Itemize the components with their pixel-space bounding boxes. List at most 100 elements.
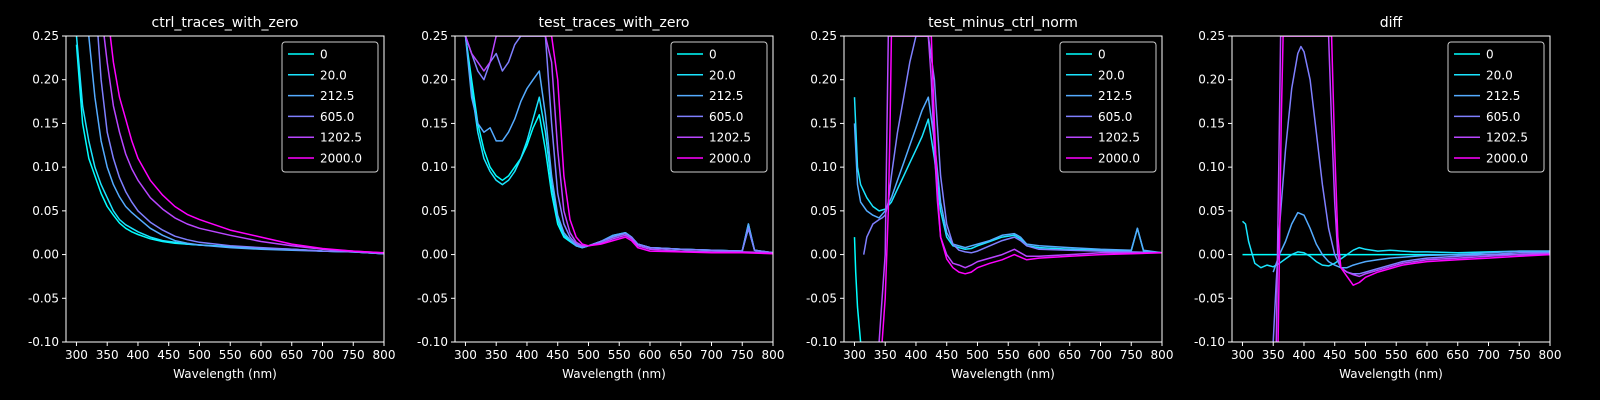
y-tick-label: 0.05 (810, 204, 837, 218)
legend-label-3: 212.5 (1486, 89, 1520, 103)
x-tick-label: 350 (485, 348, 508, 362)
series-line-6 (881, 36, 1162, 342)
legend-label-2: 20.0 (1098, 68, 1125, 82)
x-tick-label: 550 (608, 348, 631, 362)
x-tick-label: 400 (127, 348, 150, 362)
x-tick-label: 500 (577, 348, 600, 362)
y-tick-label: 0.15 (1198, 116, 1225, 130)
series-line-5 (878, 36, 1162, 342)
legend-label-6: 2000.0 (320, 152, 362, 166)
chart-panel-2: test_traces_with_zero 300 350 400 450 500 550 6… (417, 15, 785, 381)
series-group (853, 36, 1162, 342)
axes-frame (65, 35, 385, 343)
chart-panel-1: ctrl_traces_with_zero 300 350 400 450 500 550 6… (28, 15, 396, 381)
y-tick-label: 0.25 (810, 29, 837, 43)
series-line-6 (1277, 36, 1550, 342)
x-tick-label: 750 (1508, 348, 1531, 362)
x-tick-label: 400 (516, 348, 539, 362)
series-line-3 (853, 96, 1162, 254)
x-tick-label: 500 (1354, 348, 1377, 362)
x-tick-label: 550 (219, 348, 242, 362)
legend-label-5: 1202.5 (1486, 131, 1528, 145)
x-tick-label: 700 (1477, 348, 1500, 362)
x-tick-label: 350 (96, 348, 119, 362)
x-tick-label: 450 (546, 348, 569, 362)
series-line-6 (545, 36, 773, 255)
y-tick-label: 0.20 (421, 73, 448, 87)
axes-frame (1231, 35, 1551, 343)
x-tick-label: 650 (1058, 348, 1081, 362)
y-tick-label: -0.10 (806, 335, 837, 349)
x-tick-label: 450 (157, 348, 180, 362)
x-tick-label: 300 (1231, 348, 1254, 362)
legend: 0 20.0 212.5 605.0 1202.5 2000.0 (281, 41, 379, 173)
y-tick-label: 0.05 (421, 204, 448, 218)
y-tick-label: -0.05 (1194, 291, 1225, 305)
legend-label-3: 212.5 (1098, 89, 1132, 103)
legend-label-4: 605.0 (1486, 110, 1520, 124)
x-tick-label: 700 (1089, 348, 1112, 362)
chart-title: ctrl_traces_with_zero (152, 15, 299, 31)
axes-frame (454, 35, 774, 343)
legend-label-5: 1202.5 (709, 131, 751, 145)
legend: 0 20.0 212.5 605.0 1202.5 2000.0 (670, 41, 768, 173)
legend-label-2: 20.0 (1486, 68, 1513, 82)
x-tick-label: 650 (1446, 348, 1469, 362)
legend-label-3: 212.5 (709, 89, 743, 103)
x-tick-label: 600 (639, 348, 662, 362)
x-tick-label: 600 (1028, 348, 1051, 362)
chart-title: test_minus_ctrl_norm (928, 15, 1078, 31)
chart-title: test_traces_with_zero (539, 15, 690, 31)
y-tick-label: -0.10 (1194, 335, 1225, 349)
series-group (1241, 36, 1550, 342)
x-tick-label: 700 (700, 348, 723, 362)
series-line-6 (109, 36, 384, 254)
y-tick-label: 0.25 (32, 29, 59, 43)
series-line-1 (853, 237, 862, 342)
y-tick-label: -0.10 (417, 335, 448, 349)
x-tick-label: 550 (997, 348, 1020, 362)
x-tick-label: 800 (1151, 348, 1174, 362)
y-tick-label: 0.10 (32, 160, 59, 174)
legend-label-6: 2000.0 (709, 152, 751, 166)
y-tick-label: -0.05 (417, 291, 448, 305)
y-tick-label: 0.20 (1198, 73, 1225, 87)
x-tick-label: 450 (1323, 348, 1346, 362)
x-tick-label: 700 (311, 348, 334, 362)
x-tick-label: 400 (905, 348, 928, 362)
series-line-4 (97, 36, 384, 255)
x-tick-label: 300 (454, 348, 477, 362)
legend-label-3: 212.5 (320, 89, 354, 103)
y-tick-label: 0.15 (32, 116, 59, 130)
y-tick-label: -0.10 (28, 335, 59, 349)
legend-label-4: 605.0 (709, 110, 743, 124)
x-axis-label: Wavelength (nm) (951, 367, 1055, 381)
x-tick-label: 800 (1539, 348, 1562, 362)
series-line-3 (1272, 211, 1550, 273)
series-line-2 (853, 97, 1162, 254)
y-tick-label: 0.10 (810, 160, 837, 174)
y-tick-label: 0.15 (810, 116, 837, 130)
legend-label-1: 0 (1486, 48, 1494, 62)
x-tick-label: 400 (1293, 348, 1316, 362)
legend-label-2: 20.0 (709, 68, 736, 82)
legend-label-6: 2000.0 (1486, 152, 1528, 166)
x-tick-label: 750 (731, 348, 754, 362)
x-tick-label: 750 (342, 348, 365, 362)
x-tick-label: 650 (280, 348, 303, 362)
legend-label-5: 1202.5 (320, 131, 362, 145)
legend-label-1: 0 (709, 48, 717, 62)
chart-panel-4: diff 300 350 400 450 500 550 600 650 700 750 800 -0.… (1194, 15, 1562, 381)
y-tick-label: -0.05 (28, 291, 59, 305)
y-tick-label: -0.05 (806, 291, 837, 305)
x-tick-label: 800 (762, 348, 785, 362)
legend-label-1: 0 (320, 48, 328, 62)
x-tick-label: 300 (65, 348, 88, 362)
legend-label-6: 2000.0 (1098, 152, 1140, 166)
series-line-4 (464, 36, 773, 254)
legend-label-4: 605.0 (320, 110, 354, 124)
y-tick-label: 0.00 (421, 248, 448, 262)
x-tick-label: 600 (250, 348, 273, 362)
legend-label-2: 20.0 (320, 68, 347, 82)
series-line-5 (464, 36, 773, 254)
